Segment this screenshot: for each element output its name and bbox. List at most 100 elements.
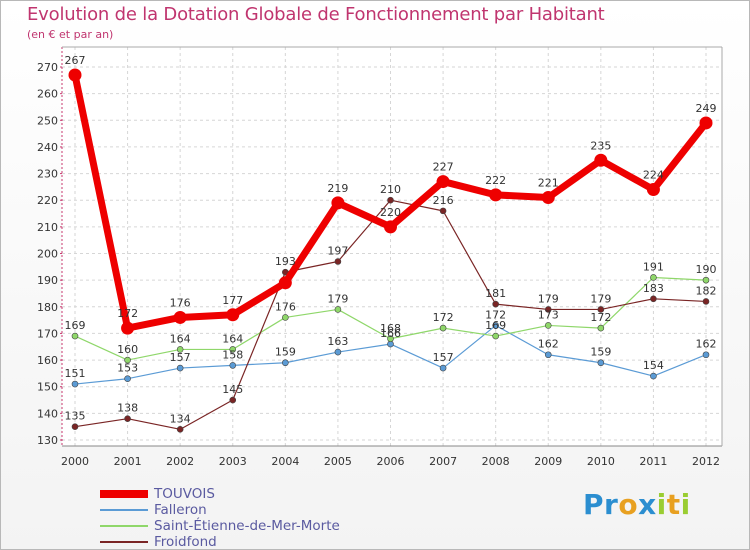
data-point-touvois [489, 188, 503, 202]
data-point-saint-etienne-de-mer-morte [229, 346, 237, 353]
data-point-falleron [176, 364, 184, 372]
data-label-touvois: 177 [222, 294, 243, 307]
data-point-froidfond [597, 306, 605, 313]
x-tick-label: 2009 [534, 455, 562, 468]
data-label-froidfond: 182 [696, 284, 717, 297]
data-point-touvois [541, 191, 555, 205]
y-tick-label: 240 [37, 141, 58, 154]
data-point-touvois [384, 220, 397, 234]
data-point-falleron [650, 372, 657, 380]
data-label-falleron: 162 [696, 338, 717, 351]
data-point-saint-etienne-de-mer-morte [439, 324, 447, 332]
data-label-saint-etienne-de-mer-morte: 164 [170, 332, 191, 345]
x-tick-label: 2007 [429, 455, 457, 468]
data-point-falleron [334, 348, 342, 356]
legend-swatch [100, 490, 148, 498]
data-label-touvois: 235 [590, 139, 611, 152]
data-label-saint-etienne-de-mer-morte: 160 [117, 343, 138, 356]
data-point-froidfond [439, 207, 447, 215]
x-tick-label: 2011 [639, 455, 667, 468]
proxiti-logo: Proxiti [583, 488, 691, 521]
y-tick-label: 210 [37, 221, 58, 234]
x-tick-label: 2005 [324, 455, 352, 468]
data-point-froidfond [124, 415, 131, 422]
data-label-touvois: 219 [327, 182, 348, 195]
data-label-froidfond: 210 [380, 183, 401, 196]
legend-entry: TOUVOIS [100, 486, 340, 502]
legend-swatch [100, 509, 148, 511]
data-label-froidfond: 216 [433, 194, 454, 207]
data-label-froidfond: 135 [65, 410, 86, 423]
data-label-froidfond: 183 [643, 282, 664, 295]
data-label-touvois: 224 [643, 169, 664, 182]
x-tick-label: 2008 [482, 455, 510, 468]
data-label-saint-etienne-de-mer-morte: 172 [590, 311, 611, 324]
data-point-froidfond [544, 306, 552, 313]
data-label-saint-etienne-de-mer-morte: 172 [433, 311, 454, 324]
data-point-falleron [702, 351, 710, 359]
data-point-saint-etienne-de-mer-morte [597, 324, 605, 332]
data-point-touvois [699, 116, 713, 130]
data-label-froidfond: 145 [222, 383, 243, 396]
data-point-touvois [68, 68, 82, 82]
legend-label: Saint-Étienne-de-Mer-Morte [154, 518, 340, 534]
data-label-froidfond: 197 [327, 244, 348, 257]
data-label-falleron: 157 [433, 351, 454, 364]
data-point-saint-etienne-de-mer-morte [544, 322, 552, 329]
data-label-saint-etienne-de-mer-morte: 169 [65, 319, 86, 332]
data-point-froidfond [229, 396, 237, 404]
data-point-saint-etienne-de-mer-morte [176, 346, 184, 353]
data-point-touvois [173, 310, 187, 324]
data-point-froidfond [334, 258, 342, 265]
logo-letter: t [666, 488, 681, 521]
legend-entry: Saint-Étienne-de-Mer-Morte [100, 518, 340, 534]
data-point-falleron [492, 322, 499, 329]
legend-label: Froidfond [154, 534, 217, 550]
data-label-touvois: 222 [485, 174, 506, 187]
data-label-froidfond: 179 [590, 292, 611, 305]
x-tick-label: 2004 [271, 455, 299, 468]
x-tick-label: 2003 [219, 455, 247, 468]
logo-letter: i [656, 488, 667, 521]
data-label-falleron: 151 [65, 367, 86, 380]
data-point-touvois [331, 196, 345, 210]
data-point-froidfond [71, 423, 79, 430]
data-label-saint-etienne-de-mer-morte: 176 [275, 300, 296, 313]
data-point-touvois [646, 183, 660, 197]
logo-letter: P [583, 488, 605, 521]
y-tick-label: 260 [37, 88, 58, 101]
data-point-saint-etienne-de-mer-morte [702, 276, 710, 284]
chart-subtitle: (en € et par an) [27, 28, 114, 41]
legend-entry: Falleron [100, 502, 340, 518]
legend-swatch [100, 541, 148, 543]
x-tick-label: 2012 [692, 455, 720, 468]
data-point-froidfond [492, 300, 499, 308]
chart-legend: TOUVOIS Falleron Saint-Étienne-de-Mer-Mort… [100, 486, 340, 550]
y-tick-label: 250 [37, 114, 58, 127]
data-label-touvois: 172 [117, 307, 138, 320]
y-tick-label: 140 [37, 407, 58, 420]
logo-letter: o [618, 488, 639, 521]
data-label-touvois: 249 [696, 102, 717, 115]
data-label-saint-etienne-de-mer-morte: 191 [643, 260, 664, 273]
y-tick-label: 130 [37, 434, 58, 447]
data-label-froidfond: 181 [485, 287, 506, 300]
legend-label: TOUVOIS [154, 486, 215, 502]
x-tick-label: 2000 [61, 455, 89, 468]
data-label-falleron: 172 [485, 308, 506, 321]
data-label-falleron: 154 [643, 359, 664, 372]
data-label-touvois: 227 [433, 161, 454, 174]
legend-swatch [100, 525, 148, 527]
data-label-saint-etienne-de-mer-morte: 190 [696, 263, 717, 276]
y-tick-label: 270 [37, 61, 58, 74]
data-point-saint-etienne-de-mer-morte [282, 314, 289, 321]
data-point-froidfond [650, 295, 657, 303]
data-label-falleron: 159 [590, 346, 611, 359]
data-label-saint-etienne-de-mer-morte: 169 [485, 319, 506, 332]
x-tick-label: 2001 [114, 455, 142, 468]
data-label-falleron: 162 [538, 338, 559, 351]
data-label-falleron: 153 [117, 362, 138, 375]
logo-letter: x [638, 488, 657, 521]
logo-letter: r [604, 488, 619, 521]
